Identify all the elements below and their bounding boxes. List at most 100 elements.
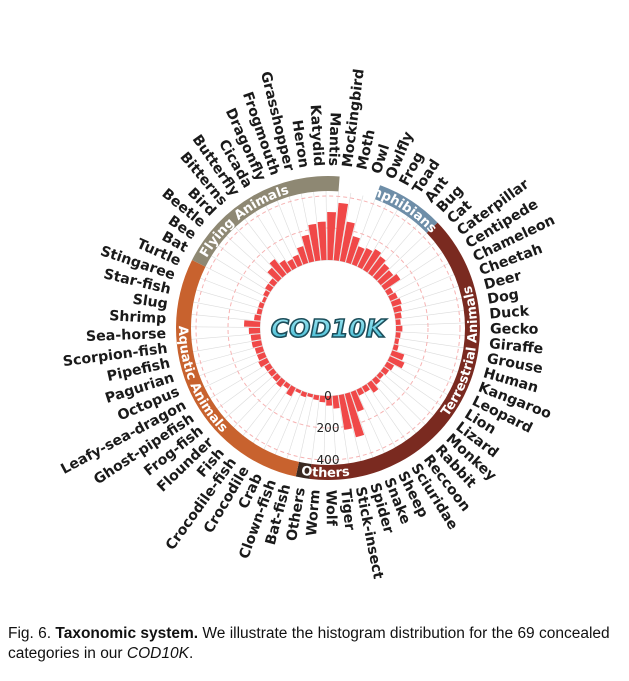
bar-centipede [385,287,394,296]
grid-spoke [361,387,396,448]
bar-owl [345,236,360,264]
bar-flounder [272,373,281,382]
bar-leopard [387,356,405,369]
bar-lion [384,361,395,371]
bar-grasshopper [301,234,315,263]
bar-lizard [380,366,390,376]
caption-italic: COD10K [126,645,189,662]
bar-bat [263,290,270,298]
grid-spoke [392,285,459,308]
bar-duck [395,319,401,325]
grid-spoke [263,387,297,450]
grid-spoke [387,360,448,396]
category-label-dog: Dog [486,287,520,308]
bar-sciuridae [361,384,370,393]
bar-snake [350,390,364,412]
ring-amphibians [374,185,438,234]
bar-worm [319,395,326,403]
grid-spoke [380,242,436,286]
grid-spoke [274,390,303,455]
grid-ring-400 [195,195,461,461]
polar-grid [191,191,465,465]
category-label-worm: Worm [304,489,324,537]
grid-spoke [252,384,292,443]
grid-spoke [224,372,278,419]
grid-spoke [395,337,464,349]
bar-slug [254,314,262,321]
radial-tick-400: 400 [317,453,340,467]
grid-spoke [371,379,417,434]
bar-bitterns [269,259,287,278]
grid-spoke [196,289,263,310]
grid-spoke [191,326,261,328]
bar-stingaree [258,301,265,309]
bar-crocodile [286,385,296,397]
grid-spoke [217,367,274,409]
grid-spoke [204,357,267,388]
bar-grouse [394,338,400,345]
category-label-katydid: Katydid [307,104,327,167]
grid-spoke [286,392,308,459]
bar-kangaroo [390,350,405,361]
grid-spoke [376,232,427,282]
grid-spoke [193,301,262,316]
bar-cicada [287,259,297,271]
category-label-heron: Heron [288,119,311,169]
grid-spoke [298,394,314,462]
bar-cat [377,270,394,286]
bar-katydid [317,221,327,261]
bar-mantis [327,212,337,261]
bar-frogmouth [296,246,309,265]
bar-scorpion-fish [250,334,261,341]
bar-toad [362,249,382,273]
bar-caterpillar [381,274,401,291]
bar-leafy-sea-dragon [258,357,270,368]
bar-turtle [261,296,267,303]
grid-spoke [345,195,364,263]
grid-spoke [394,343,462,361]
radial-tick-0: 0 [324,389,332,403]
grid-spoke [205,266,268,298]
bar-tiger [332,395,340,409]
bar-deer [392,305,403,313]
bar-star-fish [256,308,263,315]
grid-spoke [362,209,398,270]
grid-spoke [191,333,261,340]
ring-flying-animals [192,175,340,267]
category-label-shrimp: Shrimp [109,308,167,327]
grid-spoke [193,339,262,352]
grid-spoke [313,191,322,261]
grid-spoke [311,395,321,465]
bar-mockingbird [333,202,349,261]
grid-spoke [395,331,465,336]
bar-sheep [356,387,365,396]
bar-pagurian [254,346,265,354]
grid-spoke [242,381,287,436]
grid-spoke [265,205,298,268]
bar-dragonfly [292,254,303,268]
caption-suffix: . [188,645,194,662]
grid-spoke [380,371,434,416]
grid-spoke [351,199,376,265]
grid-spoke [300,193,316,262]
grid-spoke [395,310,464,320]
bar-butterfly [279,259,292,274]
bar-bug [372,263,390,281]
bar-clown-fish [300,390,308,398]
grid-spoke [383,366,442,406]
bar-octopus [256,352,267,361]
bar-frog [357,247,373,270]
grid-spoke [233,377,282,428]
bar-crocodile-fish [283,381,291,389]
grid-spoke [235,226,283,279]
grid-spoke [218,245,274,288]
bar-crab [295,388,302,394]
bar-sea-horse [248,327,261,334]
grid-spoke [325,191,328,261]
bar-ant [368,256,386,277]
bar-rabbit [372,376,381,385]
grid-spoke [244,218,287,275]
grid-spoke [344,393,362,462]
category-label-slug: Slug [132,292,169,313]
